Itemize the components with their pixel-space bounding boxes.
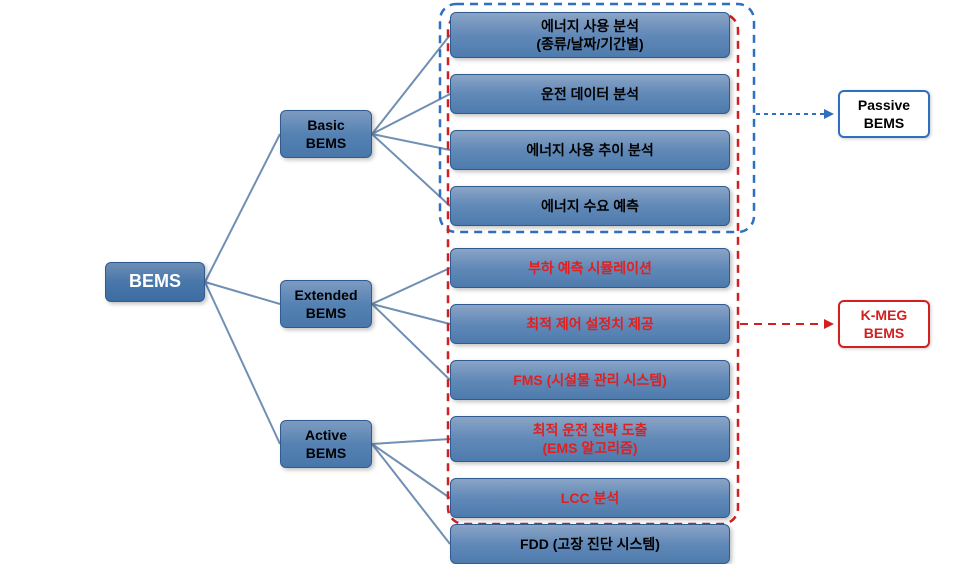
- annotation-kmeg: K-MEG BEMS: [838, 300, 930, 348]
- category-basic-l1: Basic: [307, 117, 344, 133]
- category-extended-l2: BEMS: [306, 305, 346, 321]
- annotation-kmeg-l2: BEMS: [864, 325, 904, 341]
- category-basic-l2: BEMS: [306, 135, 346, 151]
- leaf-1-label: 운전 데이터 분석: [541, 85, 639, 103]
- leaf-0: 에너지 사용 분석 (종류/날짜/기간별): [450, 12, 730, 58]
- category-extended-l1: Extended: [294, 287, 357, 303]
- category-basic: Basic BEMS: [280, 110, 372, 158]
- leaf-6: FMS (시설물 관리 시스템): [450, 360, 730, 400]
- annotation-passive-l2: BEMS: [864, 115, 904, 131]
- leaf-4: 부하 예측 시뮬레이션: [450, 248, 730, 288]
- category-extended: Extended BEMS: [280, 280, 372, 328]
- leaf-7: 최적 운전 전략 도출 (EMS 알고리즘): [450, 416, 730, 462]
- leaf-4-label: 부하 예측 시뮬레이션: [528, 259, 652, 277]
- leaf-0-label: 에너지 사용 분석 (종류/날짜/기간별): [536, 17, 643, 53]
- root-bems: BEMS: [105, 262, 205, 302]
- leaf-9-label: FDD (고장 진단 시스템): [520, 535, 660, 553]
- leaf-9: FDD (고장 진단 시스템): [450, 524, 730, 564]
- leaf-6-label: FMS (시설물 관리 시스템): [513, 371, 667, 389]
- annotation-passive-l1: Passive: [858, 97, 910, 113]
- category-active: Active BEMS: [280, 420, 372, 468]
- annotation-kmeg-l1: K-MEG: [861, 307, 908, 323]
- category-active-l1: Active: [305, 427, 347, 443]
- leaf-3: 에너지 수요 예측: [450, 186, 730, 226]
- leaf-1: 운전 데이터 분석: [450, 74, 730, 114]
- leaf-8-label: LCC 분석: [561, 489, 619, 507]
- leaf-3-label: 에너지 수요 예측: [541, 197, 639, 215]
- leaf-7-label: 최적 운전 전략 도출 (EMS 알고리즘): [533, 421, 648, 457]
- annotation-passive: Passive BEMS: [838, 90, 930, 138]
- leaf-5: 최적 제어 설정치 제공: [450, 304, 730, 344]
- leaf-2-label: 에너지 사용 추이 분석: [526, 141, 654, 159]
- leaf-5-label: 최적 제어 설정치 제공: [526, 315, 654, 333]
- leaf-8: LCC 분석: [450, 478, 730, 518]
- leaf-2: 에너지 사용 추이 분석: [450, 130, 730, 170]
- root-label: BEMS: [129, 270, 181, 293]
- category-active-l2: BEMS: [306, 445, 346, 461]
